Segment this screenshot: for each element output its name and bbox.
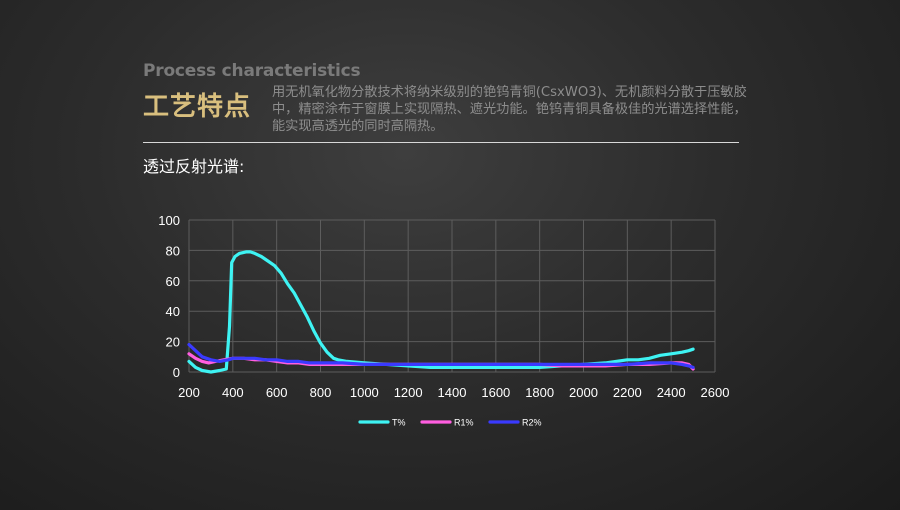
legend-label-0: T% bbox=[392, 418, 406, 428]
series-line-0 bbox=[187, 250, 695, 374]
section-description: 用无机氧化物分散技术将纳米级别的铯钨青铜(CsxWO3)、无机颜料分散于压敏胶中… bbox=[272, 85, 747, 134]
y-tick-label: 0 bbox=[173, 365, 180, 380]
x-tick-label: 2200 bbox=[613, 385, 642, 400]
x-tick-label: 800 bbox=[310, 385, 332, 400]
x-tick-label: 2400 bbox=[657, 385, 686, 400]
divider-line bbox=[143, 142, 739, 143]
y-tick-label: 40 bbox=[166, 304, 180, 319]
chart-series bbox=[187, 250, 695, 374]
x-tick-label: 2600 bbox=[701, 385, 730, 400]
chart-ticks: 200 400 600 800 1000 1200 1400 1600 1800 2000 2200… bbox=[158, 213, 729, 400]
x-tick-label: 600 bbox=[266, 385, 288, 400]
x-tick-label: 200 bbox=[178, 385, 200, 400]
x-tick-label: 1400 bbox=[438, 385, 467, 400]
legend-label-1: R1% bbox=[454, 418, 474, 428]
x-tick-label: 2000 bbox=[569, 385, 598, 400]
chart-subtitle: 透过反射光谱: bbox=[143, 157, 245, 176]
x-tick-label: 1600 bbox=[481, 385, 510, 400]
x-tick-label: 1200 bbox=[394, 385, 423, 400]
legend-label-2: R2% bbox=[522, 418, 542, 428]
chart-legend: T% R1% R2% bbox=[358, 418, 542, 428]
series-line-2 bbox=[187, 343, 695, 369]
x-tick-label: 400 bbox=[222, 385, 244, 400]
x-tick-label: 1000 bbox=[350, 385, 379, 400]
chart-grid bbox=[188, 219, 716, 373]
y-tick-label: 60 bbox=[166, 274, 180, 289]
x-tick-label: 1800 bbox=[525, 385, 554, 400]
section-title-cn: 工艺特点 bbox=[143, 92, 252, 122]
section-title-en: Process characteristics bbox=[143, 61, 361, 81]
y-tick-label: 20 bbox=[166, 335, 180, 350]
y-tick-label: 80 bbox=[166, 243, 180, 258]
y-tick-label: 100 bbox=[158, 213, 180, 228]
